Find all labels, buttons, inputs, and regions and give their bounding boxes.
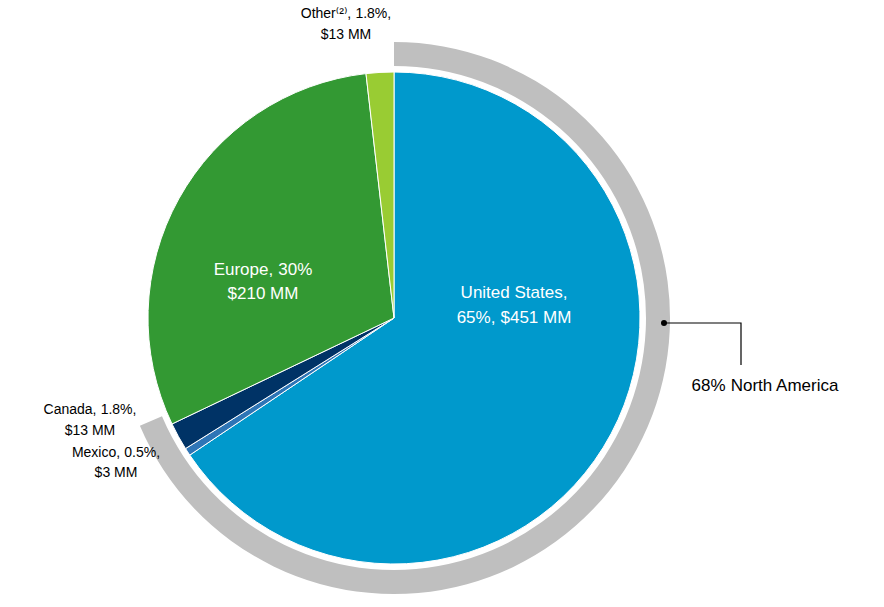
- category-label: United States,: [461, 283, 568, 302]
- leader-dot: [661, 320, 667, 326]
- amount-label: $210 MM: [228, 284, 299, 303]
- slice: [366, 72, 394, 318]
- leader-line: [664, 323, 741, 365]
- value-label: 30%: [278, 260, 312, 279]
- amount-label: $13 MM: [321, 26, 372, 42]
- chart: 68% North America United States, 65%,$451 M…: [0, 0, 884, 607]
- group-ring: [140, 42, 670, 594]
- category-label: Mexico,: [72, 444, 120, 460]
- labels: 68% North America United States, 65%,$451 M…: [44, 5, 839, 480]
- value-label: 65%,: [457, 308, 496, 327]
- value-label: 0.5%,: [124, 444, 160, 460]
- amount-label: $13 MM: [65, 422, 116, 438]
- slice-label: Mexico,0.5%, $3 MM: [72, 444, 160, 480]
- value-label: 1.8%,: [101, 401, 137, 417]
- slice-label: United States, 65%,$451 MM: [457, 283, 572, 327]
- group-label: 68% North America: [692, 376, 839, 395]
- amount-label: $451 MM: [500, 308, 571, 327]
- group-name: North America: [731, 376, 839, 395]
- slice-label: Other⁽²⁾,1.8%, $13 MM: [301, 5, 391, 42]
- slice-label: Canada,1.8%, $13 MM: [44, 401, 137, 438]
- amount-label: $3 MM: [95, 464, 138, 480]
- category-label: Europe,: [214, 260, 274, 279]
- category-label: Canada,: [44, 401, 97, 417]
- slice: [148, 74, 394, 424]
- slice-label: Europe,30% $210 MM: [214, 260, 313, 303]
- plot-area: [140, 42, 670, 594]
- category-label: Other⁽²⁾,: [301, 5, 351, 21]
- value-label: 1.8%,: [355, 5, 391, 21]
- group-value: 68%: [692, 376, 726, 395]
- pie-group: [140, 42, 670, 594]
